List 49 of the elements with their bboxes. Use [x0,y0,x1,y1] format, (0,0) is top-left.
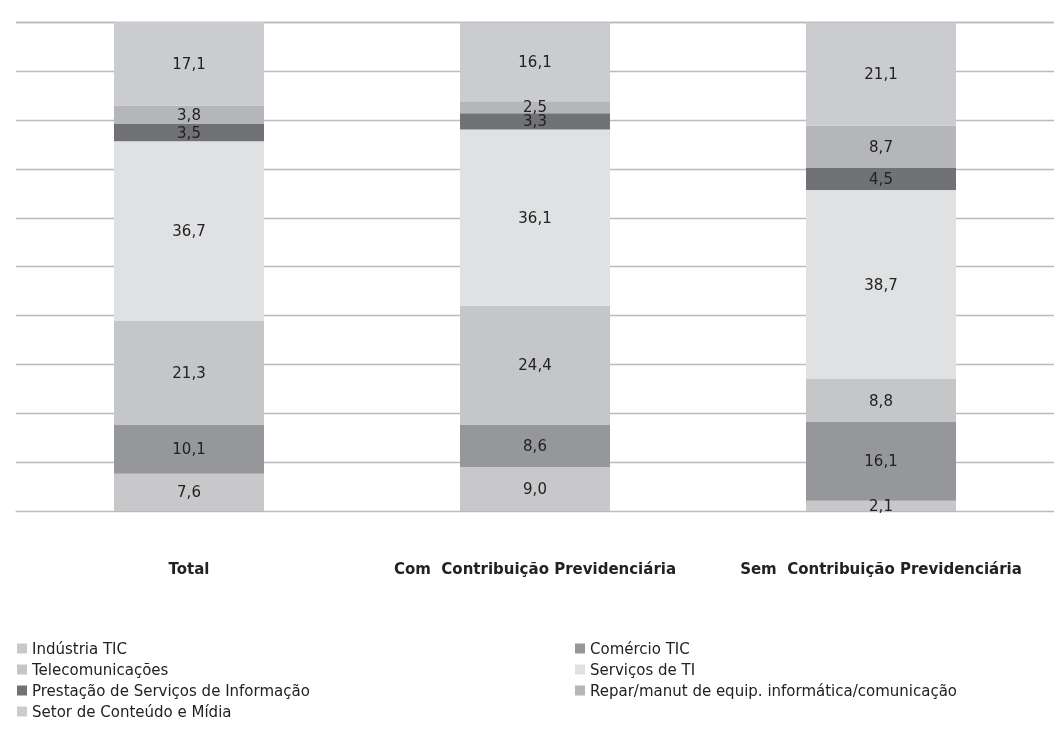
data-label: 8,8 [869,391,893,410]
data-label: 3,8 [177,105,201,124]
data-label: 7,6 [177,483,201,502]
data-label: 9,0 [523,480,547,499]
data-label: 2,1 [869,496,893,515]
data-label: 4,5 [869,170,893,189]
legend-label: Indústria TIC [32,639,128,658]
bar [806,125,956,169]
bar [460,467,610,511]
legend-label: Setor de Conteúdo e Mídia [32,702,232,721]
data-label: 3,5 [177,123,201,142]
data-label: 24,4 [518,356,552,375]
data-label: 16,1 [864,452,898,471]
legend-label: Serviços de TI [590,660,696,679]
bar [460,101,610,114]
bar [114,141,264,321]
data-label: 21,1 [864,65,898,84]
data-label: 21,3 [172,363,206,382]
bar [460,113,610,130]
legend-label: Repar/manut de equip. informática/comunicação [590,681,958,700]
bar [460,22,610,102]
x-tick-label: Sem Contribuição Previdenciária [740,559,1022,578]
bar [806,422,956,501]
legend-label: Telecomunicações [31,660,169,679]
bar [806,22,956,126]
data-label: 8,6 [523,437,547,456]
bar [806,190,956,380]
bar [806,168,956,191]
data-label: 38,7 [864,275,898,294]
bar [114,473,264,511]
bar [806,500,956,511]
bar [460,305,610,426]
bar [460,129,610,306]
legend-label: Prestação de Serviços de Informação [32,681,310,700]
bar [114,320,264,425]
data-label: 17,1 [172,54,206,73]
data-label: 36,7 [172,221,206,240]
data-label: 16,1 [518,52,552,71]
x-tick-label: Total [168,559,210,578]
bar [114,22,264,106]
data-label: 8,7 [869,137,893,156]
bar [114,424,264,474]
bar [806,379,956,423]
bar [460,425,610,468]
data-label: 36,1 [518,208,552,227]
data-label: 10,1 [172,440,206,459]
legend-label: Comércio TIC [590,639,690,658]
x-tick-label: Com Contribuição Previdenciária [393,559,677,578]
bar [114,124,264,142]
